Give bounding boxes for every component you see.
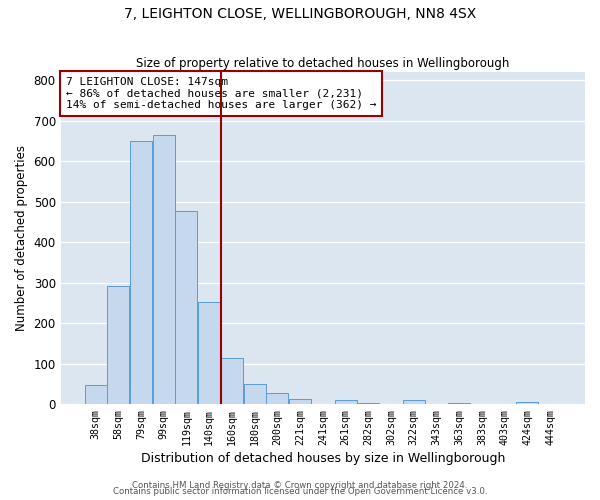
Bar xyxy=(130,140,152,404)
Bar xyxy=(152,135,175,404)
Title: Size of property relative to detached houses in Wellingborough: Size of property relative to detached ho… xyxy=(136,56,509,70)
Bar xyxy=(266,394,289,404)
Y-axis label: Number of detached properties: Number of detached properties xyxy=(15,145,28,331)
Bar xyxy=(85,385,107,404)
Bar xyxy=(107,286,129,404)
Text: 7, LEIGHTON CLOSE, WELLINGBOROUGH, NN8 4SX: 7, LEIGHTON CLOSE, WELLINGBOROUGH, NN8 4… xyxy=(124,8,476,22)
Bar xyxy=(289,398,311,404)
Bar xyxy=(517,402,538,404)
Text: 7 LEIGHTON CLOSE: 147sqm
← 86% of detached houses are smaller (2,231)
14% of sem: 7 LEIGHTON CLOSE: 147sqm ← 86% of detach… xyxy=(66,77,376,110)
Bar xyxy=(335,400,356,404)
Bar xyxy=(198,302,220,404)
Bar xyxy=(448,403,470,404)
Bar xyxy=(244,384,266,404)
Text: Contains HM Land Registry data © Crown copyright and database right 2024.: Contains HM Land Registry data © Crown c… xyxy=(132,481,468,490)
Bar xyxy=(221,358,243,404)
Bar xyxy=(175,211,197,404)
Text: Contains public sector information licensed under the Open Government Licence v3: Contains public sector information licen… xyxy=(113,488,487,496)
Bar xyxy=(357,402,379,404)
Bar xyxy=(403,400,425,404)
X-axis label: Distribution of detached houses by size in Wellingborough: Distribution of detached houses by size … xyxy=(140,452,505,465)
